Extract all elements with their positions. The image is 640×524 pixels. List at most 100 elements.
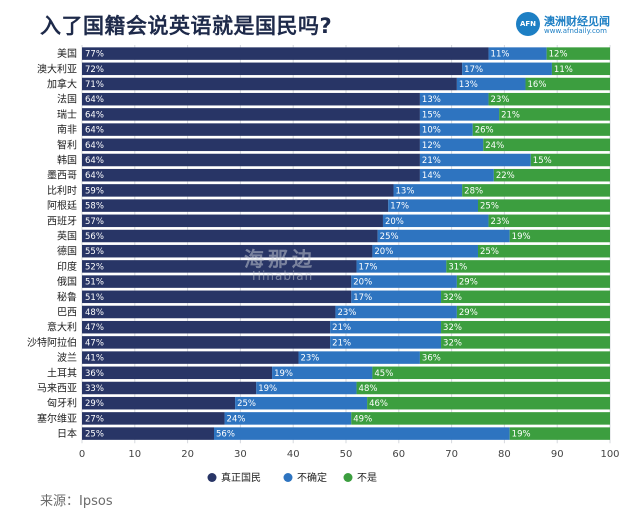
bar-土耳其-不是 [372,366,610,380]
data-label-智利-真正国民: 64% [85,141,104,151]
data-label-加拿大-不是: 16% [528,80,547,90]
bar-印度-真正国民 [82,260,357,273]
data-label-马来西亚-真正国民: 33% [85,384,104,394]
data-label-巴西-不确定: 23% [337,308,356,318]
bar-塞尔维亚-不确定 [224,412,352,425]
data-label-澳大利亚-真正国民: 72% [85,65,104,75]
bar-俄国-真正国民 [82,275,352,288]
bar-土耳其-不确定 [272,366,373,380]
data-label-沙特阿拉伯-真正国民: 47% [85,338,104,348]
data-label-马来西亚-不是: 48% [359,384,378,394]
category-label-美国: 美国 [57,47,77,60]
data-label-法国-不是: 23% [491,95,510,105]
data-label-西班牙-真正国民: 57% [85,217,104,227]
data-label-日本-不确定: 56% [216,430,235,440]
bar-意大利-不是 [441,320,610,334]
category-label-南非: 南非 [57,123,77,136]
data-label-加拿大-不确定: 13% [459,80,478,90]
bar-瑞士-不确定 [419,108,500,121]
data-label-阿根廷-不确定: 17% [390,202,409,212]
bar-俄国-不是 [456,275,610,288]
bar-澳大利亚-真正国民 [82,62,463,76]
data-label-土耳其-不确定: 19% [274,369,293,379]
data-label-塞尔维亚-不确定: 24% [227,414,246,424]
bar-阿根廷-不确定 [388,199,478,212]
bar-秘鲁-真正国民 [82,290,352,304]
data-label-土耳其-不是: 45% [374,369,393,379]
category-label-波兰: 波兰 [57,351,77,364]
brand-logo-block: AFN 澳洲财经见闻 www.afndaily.com [516,12,636,36]
data-label-德国-真正国民: 55% [85,247,104,257]
bar-巴西-真正国民 [82,305,336,319]
bar-美国-不确定 [488,47,547,60]
data-label-波兰-不是: 36% [422,354,441,364]
bar-德国-不确定 [372,244,478,258]
x-tick-label-60: 60 [392,449,405,460]
category-label-法国: 法国 [57,93,77,106]
bar-法国-不是 [488,92,610,106]
bar-韩国-不确定 [419,153,531,167]
chart-title: 入了国籍会说英语就是国民吗? [40,14,333,38]
data-label-印度-不是: 31% [448,262,467,272]
bar-墨西哥-不确定 [419,168,494,182]
bar-俄国-不确定 [351,275,457,288]
category-label-西班牙: 西班牙 [47,215,77,227]
brand-name: 澳洲财经见闻 [544,15,610,28]
legend-label-不是: 不是 [357,472,377,484]
bar-智利-不确定 [419,138,484,152]
bar-比利时-不是 [462,184,610,197]
data-label-比利时-不确定: 13% [396,186,415,196]
data-label-墨西哥-不确定: 14% [422,171,441,181]
legend-marker-不是 [343,473,353,482]
x-tick-label-0: 0 [79,449,85,460]
bar-比利时-真正国民 [82,184,394,197]
bar-沙特阿拉伯-真正国民 [82,336,331,349]
bar-法国-不确定 [419,92,489,106]
bar-塞尔维亚-不是 [351,412,610,425]
category-label-俄国: 俄国 [57,276,77,288]
data-label-日本-真正国民: 25% [85,430,104,440]
bar-马来西亚-不是 [356,381,610,395]
data-label-秘鲁-真正国民: 51% [85,293,104,303]
bar-沙特阿拉伯-不是 [441,336,610,349]
source-note: 来源：Ipsos [40,494,113,509]
bar-英国-不确定 [377,229,510,243]
data-label-美国-不确定: 11% [491,50,510,60]
data-label-瑞士-不是: 21% [501,110,520,120]
category-label-比利时: 比利时 [47,185,77,197]
bar-墨西哥-真正国民 [82,168,420,182]
data-label-马来西亚-不确定: 19% [258,384,277,394]
data-label-沙特阿拉伯-不是: 32% [443,338,462,348]
bar-秘鲁-不是 [441,290,610,304]
bar-南非-不是 [472,123,610,136]
data-label-沙特阿拉伯-不确定: 21% [332,338,351,348]
data-label-意大利-真正国民: 47% [85,323,104,333]
data-label-塞尔维亚-不是: 49% [353,414,372,424]
category-label-墨西哥: 墨西哥 [47,170,77,182]
bar-日本-不是 [509,427,610,440]
bar-印度-不确定 [356,260,447,273]
category-label-意大利: 意大利 [47,321,77,334]
legend-label-不确定: 不确定 [297,471,327,484]
bar-南非-真正国民 [82,123,420,136]
bar-比利时-不确定 [393,184,463,197]
category-label-沙特阿拉伯: 沙特阿拉伯 [27,336,77,349]
data-label-印度-不确定: 17% [359,262,378,272]
legend-label-真正国民: 真正国民 [221,471,261,484]
category-label-瑞士: 瑞士 [57,108,77,121]
bar-意大利-不确定 [330,320,442,334]
category-label-智利: 智利 [57,138,77,151]
category-label-塞尔维亚: 塞尔维亚 [37,412,77,425]
data-label-美国-真正国民: 77% [85,50,104,60]
bar-波兰-不是 [419,351,610,364]
data-label-墨西哥-真正国民: 64% [85,171,104,181]
category-label-德国: 德国 [57,245,77,258]
category-label-韩国: 韩国 [57,154,77,167]
bar-澳大利亚-不确定 [462,62,552,76]
data-label-南非-不确定: 10% [422,126,441,136]
data-label-西班牙-不是: 23% [491,217,510,227]
bar-德国-真正国民 [82,244,373,258]
x-tick-label-20: 20 [181,449,194,460]
category-label-澳大利亚: 澳大利亚 [37,62,77,75]
bar-加拿大-真正国民 [82,77,457,91]
